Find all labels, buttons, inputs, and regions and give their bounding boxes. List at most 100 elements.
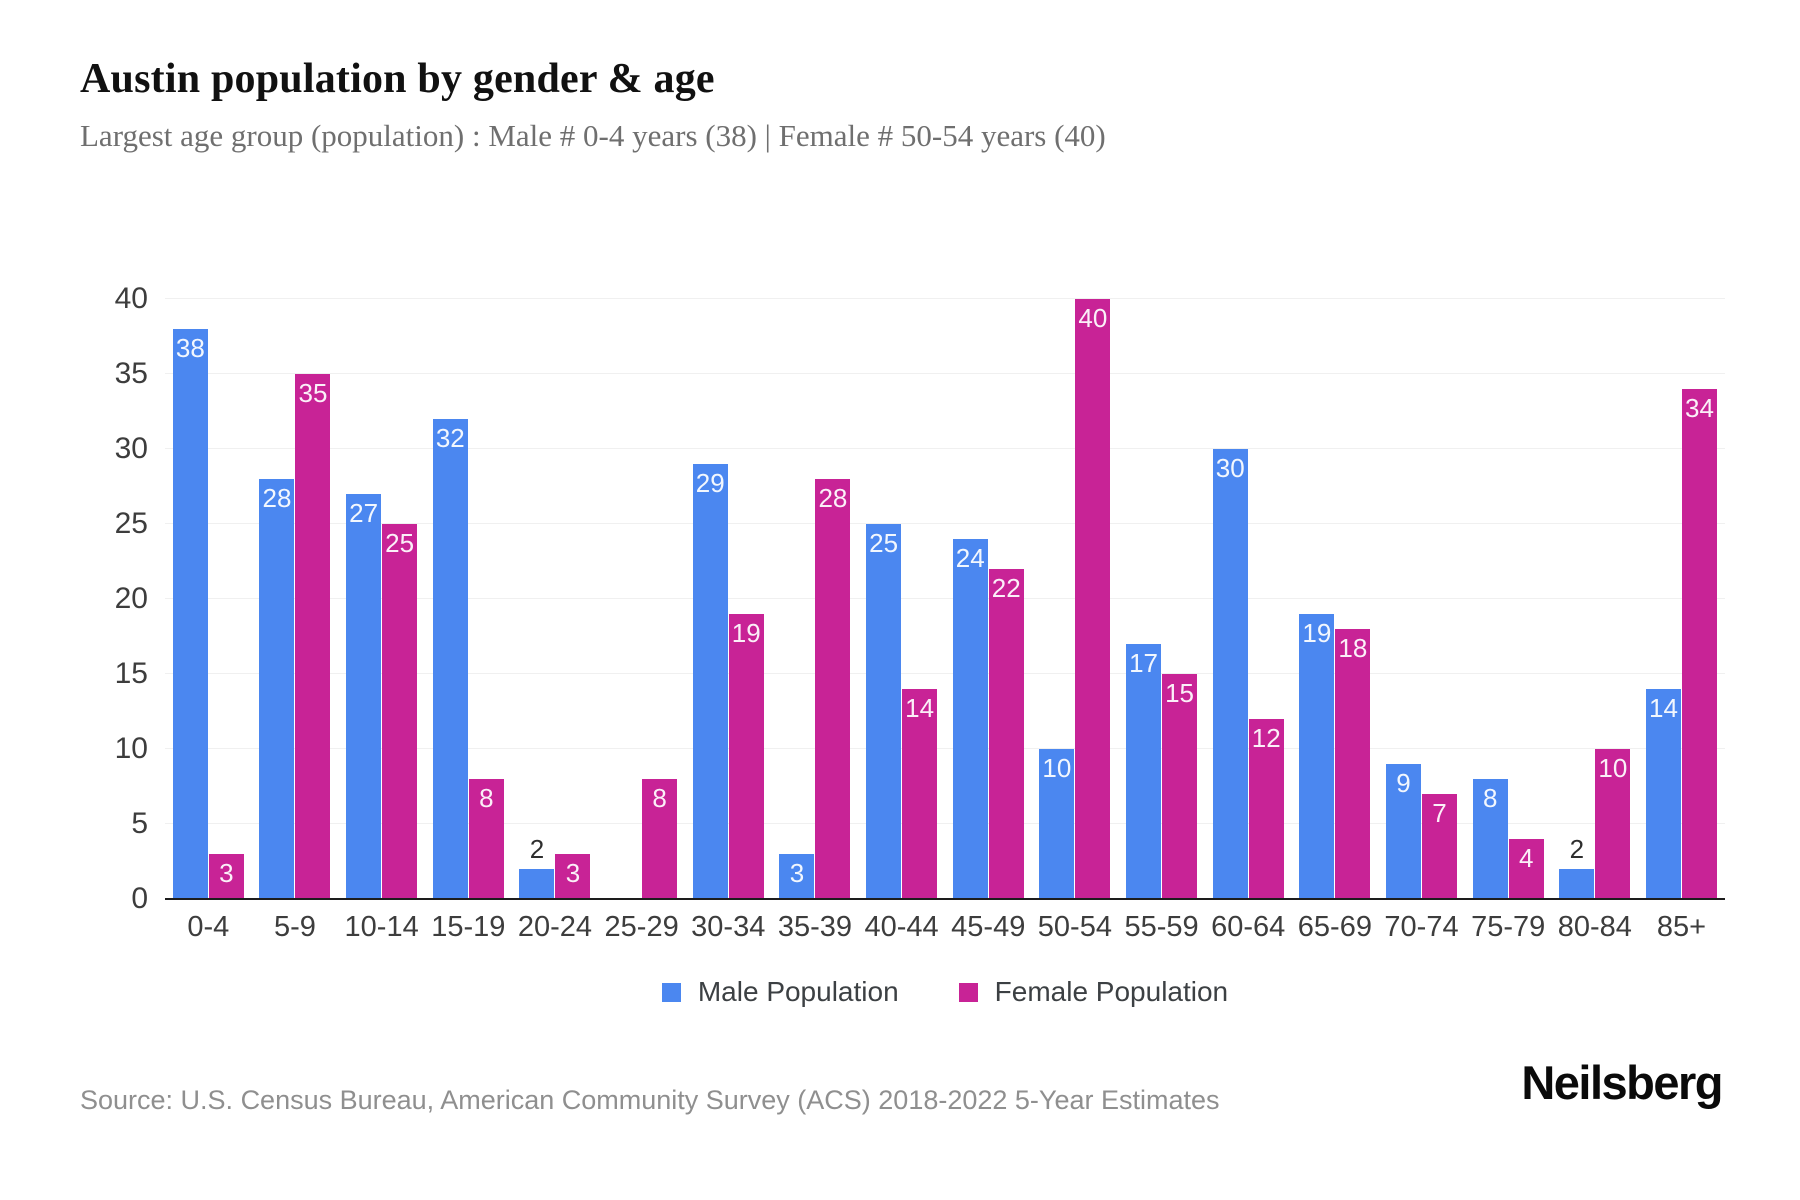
female-bar: 12 [1248,719,1284,899]
bar-group-80-84: 2 10 80-84 [1558,299,1632,943]
male-bar: 24 [952,539,988,899]
male-bar: 3 [779,854,815,899]
y-tick-label: 20 [114,582,148,615]
y-tick-label: 25 [114,507,148,540]
gridline [165,448,1725,449]
male-bar: 8 [1472,779,1508,899]
gridline [165,373,1725,374]
x-tick-label: 85+ [1656,911,1707,943]
male-bar: 32 [432,419,468,899]
bar-value-label: 40 [1078,303,1108,333]
bar-value-label: 28 [818,483,848,513]
male-bar: 10 [1039,749,1075,899]
male-bar: 29 [692,464,728,899]
x-tick-label: 55-59 [1124,911,1199,943]
bar-value-label: 3 [219,858,234,888]
gridline [165,748,1725,749]
bar-group-20-24: 2 3 20-24 [518,299,592,943]
bar-groups: 38 3 0-4 28 35 5-9 27 25 10-14 32 8 15-19 2 3 20-24 8 25… [165,299,1725,943]
x-tick-label: 15-19 [431,911,506,943]
bar-group-65-69: 19 18 65-69 [1298,299,1372,943]
bar-value-label: 2 [1569,834,1585,864]
bar-group-45-49: 24 22 45-49 [951,299,1025,943]
bar-value-label: 27 [349,498,379,528]
male-bar: 2 [1559,834,1595,899]
male-bar: 30 [1212,449,1248,899]
female-bar: 28 [815,479,851,899]
y-tick-label: 5 [131,807,148,840]
bar-group-5-9: 28 35 5-9 [259,299,331,943]
gridline [165,598,1725,599]
bar-group-50-54: 10 40 50-54 [1038,299,1112,943]
female-bar: 25 [382,524,418,899]
x-axis-line [165,898,1725,900]
female-bar: 7 [1422,794,1458,899]
y-tick-label: 15 [114,657,148,690]
x-tick-label: 65-69 [1297,911,1372,943]
x-tick-label: 5-9 [274,911,316,943]
x-tick-label: 60-64 [1211,911,1286,943]
bar-group-55-59: 17 15 55-59 [1124,299,1199,943]
bar-value-label: 14 [1649,693,1678,723]
bar-value-label: 28 [262,483,292,513]
male-bar: 14 [1645,689,1681,899]
female-bar: 3 [208,854,244,899]
male-bar: 38 [172,329,208,899]
bar-group-30-34: 29 19 30-34 [691,299,765,943]
bar-value-label: 10 [1042,753,1072,783]
x-tick-label: 0-4 [187,911,230,943]
bar-value-label: 22 [991,573,1021,603]
legend-label: Female Population [994,976,1229,1007]
male-bar: 2 [519,834,555,899]
bar-value-label: 25 [869,528,899,558]
female-bar: 14 [902,689,938,899]
bar-value-label: 32 [435,423,465,453]
legend: Male Population Female Population [165,972,1725,1012]
bar-group-15-19: 32 8 15-19 [431,299,505,943]
y-tick-label: 10 [114,732,148,765]
x-tick-label: 35-39 [777,911,853,943]
bar-value-label: 10 [1598,753,1628,783]
x-tick-label: 45-49 [951,911,1026,943]
female-bar: 40 [1075,299,1111,899]
x-tick-label: 70-74 [1384,911,1459,943]
source-text: Source: U.S. Census Bureau, American Com… [80,1085,1220,1115]
bar-value-label: 8 [1482,783,1498,813]
y-tick-label: 30 [114,432,148,465]
legend-swatch-icon [958,982,978,1002]
female-bar: 35 [295,374,331,899]
gridline [165,523,1725,524]
bar-value-label: 3 [789,858,805,888]
bar-value-label: 4 [1518,843,1534,873]
gridline [165,823,1725,824]
male-bar: 9 [1386,764,1422,899]
female-bar: 18 [1335,629,1371,899]
bar-group-25-29: 8 25-29 [605,299,679,943]
chart-subtitle: Largest age group (population) : Male # … [80,118,1106,153]
x-tick-label: 30-34 [691,911,766,943]
legend-swatch-icon [661,982,681,1002]
x-tick-label: 50-54 [1037,911,1112,943]
female-bar: 15 [1162,674,1198,899]
female-bar: 3 [555,854,591,899]
bar-value-label: 34 [1685,393,1714,423]
bar-value-label: 38 [175,333,205,363]
gridline [165,673,1725,674]
female-bar: 8 [642,779,678,899]
x-tick-label: 10-14 [344,911,419,943]
male-bar: 19 [1299,614,1335,899]
legend-label: Male Population [697,976,899,1007]
bar-value-label: 19 [1302,618,1332,648]
legend-item-male: Male Population [661,976,899,1008]
bar-group-0-4: 38 3 0-4 [172,299,244,943]
female-bar: 19 [728,614,764,899]
plot-area: 38 3 0-4 28 35 5-9 27 25 10-14 32 8 15-19 2 3 20-24 8 25… [165,298,1725,943]
male-bar: 27 [346,494,382,899]
bar-value-label: 18 [1338,633,1368,663]
y-tick-label: 40 [114,282,148,315]
male-bar: 25 [866,524,902,899]
x-tick-label: 40-44 [864,911,939,943]
bar-group-60-64: 30 12 60-64 [1211,299,1285,943]
female-bar: 22 [988,569,1024,899]
x-tick-label: 80-84 [1557,911,1632,943]
